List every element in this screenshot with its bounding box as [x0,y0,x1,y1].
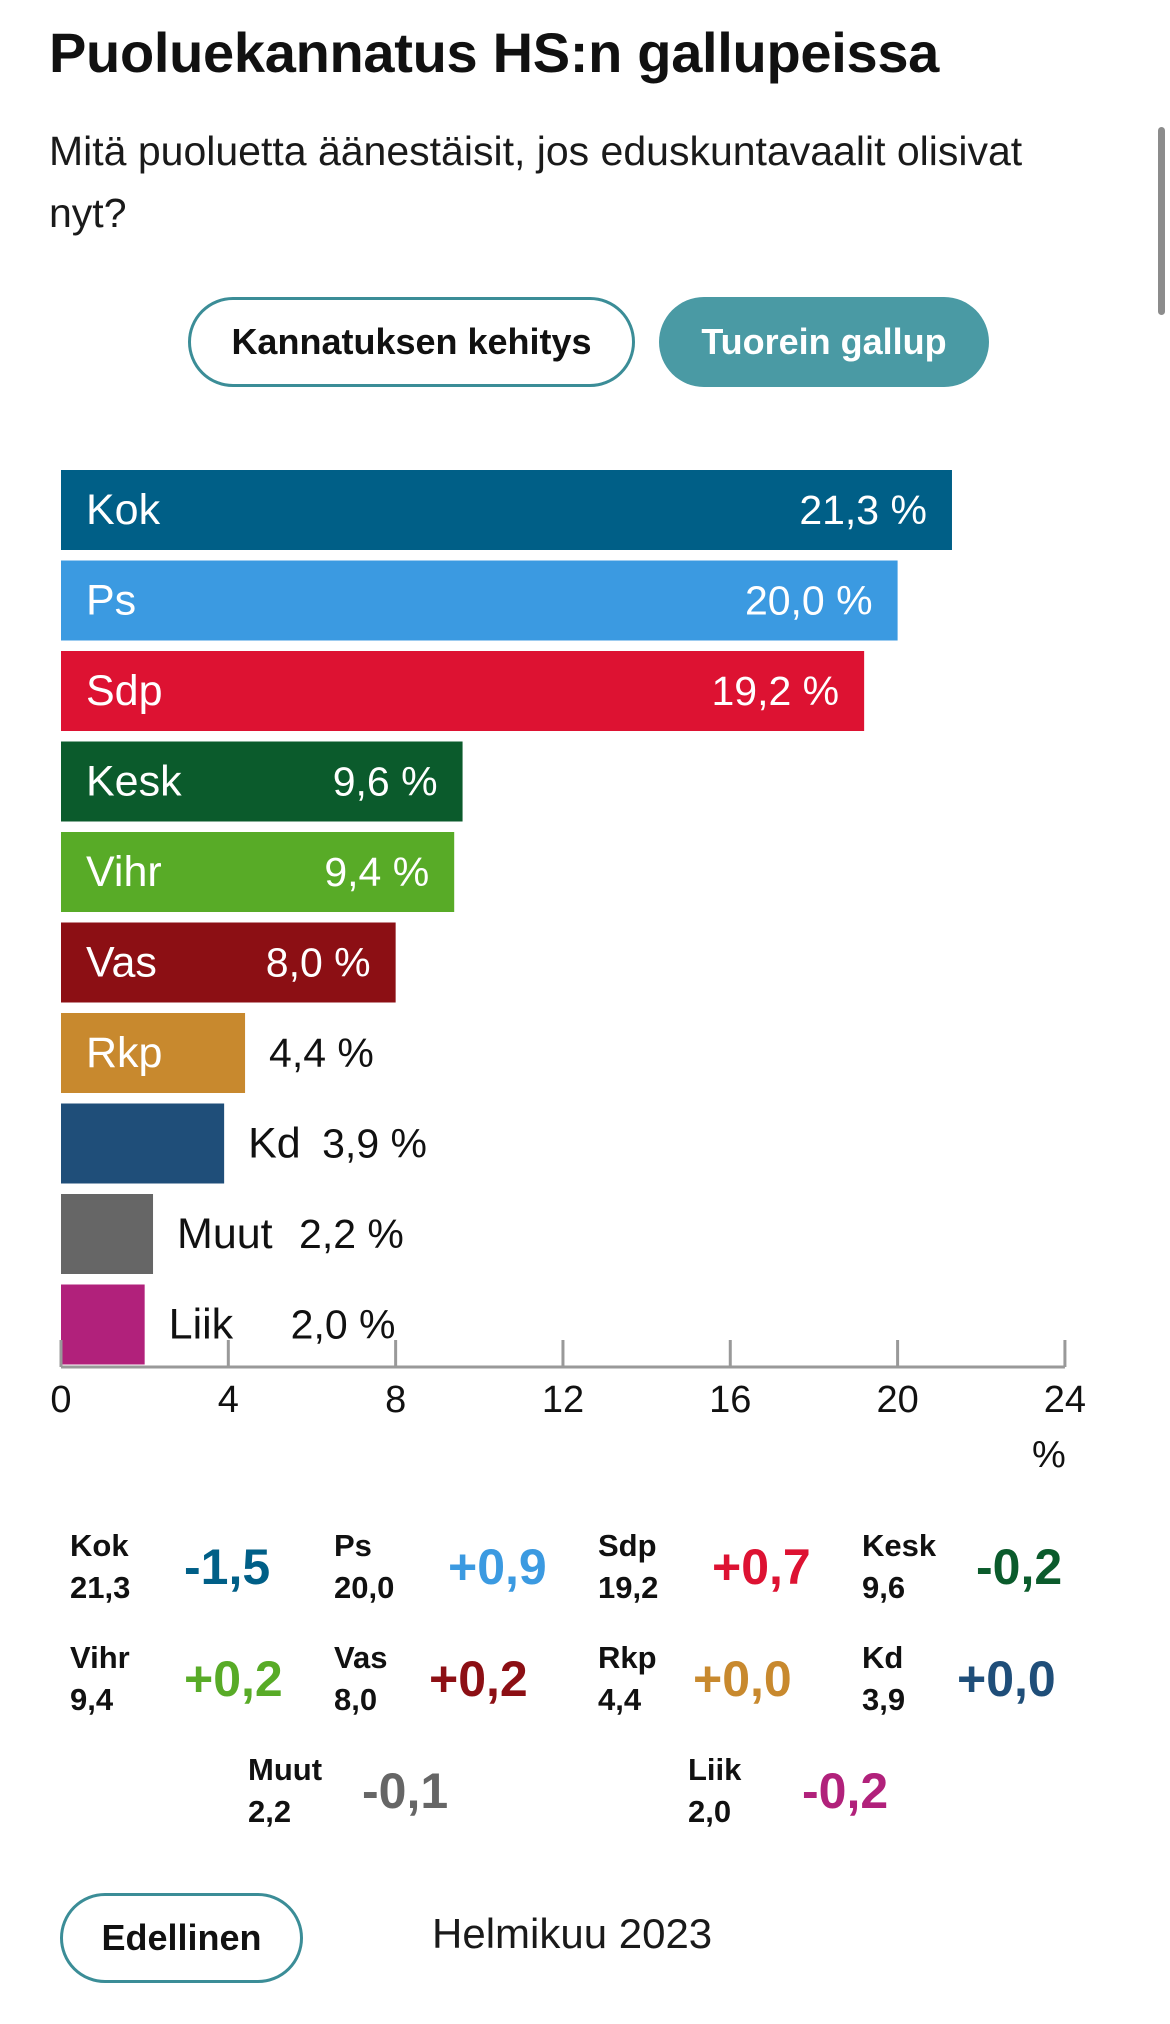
change-delta: +0,7 [712,1539,811,1595]
change-party-name: Sdp [598,1528,657,1563]
change-party-value: 4,4 [598,1682,642,1717]
bar-value-kok: 21,3 % [799,487,927,533]
change-delta: -0,2 [976,1539,1063,1595]
change-party-name: Kok [70,1528,129,1563]
bar-label-vihr: Vihr [86,848,162,896]
x-axis-unit-label: % [1032,1434,1066,1476]
bar-muut [61,1194,154,1274]
x-tick-label: 8 [385,1379,406,1421]
chart-title: Puoluekannatus HS:n gallupeissa [49,21,940,84]
change-party-value: 2,2 [248,1794,292,1829]
bar-label-ps: Ps [86,577,136,625]
poll-period-label: Helmikuu 2023 [432,1910,713,1957]
change-party-name: Rkp [598,1640,657,1675]
change-delta: +0,9 [448,1539,547,1595]
bar-label-rkp: Rkp [86,1029,162,1077]
x-tick-label: 0 [50,1379,71,1421]
change-party-value: 2,0 [688,1794,732,1829]
change-party-name: Kd [862,1640,904,1675]
change-party-value: 21,3 [70,1570,131,1605]
previous-button[interactable]: Edellinen [60,1893,303,1983]
x-tick-label: 16 [709,1379,751,1421]
bar-label-vas: Vas [86,939,157,987]
bar-sdp [61,651,865,731]
change-party-value: 19,2 [598,1570,659,1605]
change-party-name: Liik [688,1752,742,1787]
bar-vas [61,922,396,1003]
bar-value-rkp: 4,4 % [269,1030,374,1076]
bar-value-sdp: 19,2 % [711,668,839,714]
change-delta: -0,1 [362,1763,449,1819]
x-tick-label: 20 [876,1379,918,1421]
bar-label-kd: Kd [248,1120,301,1168]
change-delta: -0,2 [802,1763,889,1819]
bar-rkp [61,1013,246,1093]
bar-ps [61,560,898,641]
change-party-value: 8,0 [334,1682,378,1717]
x-tick-label: 12 [542,1379,584,1421]
bar-value-liik: 2,0 % [291,1302,396,1348]
change-delta: +0,2 [429,1651,528,1707]
change-party-name: Ps [334,1528,372,1563]
bar-value-kd: 3,9 % [322,1121,427,1167]
change-party-value: 20,0 [334,1570,395,1605]
change-delta: -1,5 [184,1539,271,1595]
bar-kesk [61,741,463,822]
bar-label-liik: Liik [169,1301,234,1349]
x-tick-label: 24 [1044,1379,1086,1421]
change-party-name: Vihr [70,1640,130,1675]
change-party-name: Muut [248,1752,323,1787]
bar-value-vas: 8,0 % [266,940,371,986]
change-party-value: 9,6 [862,1570,906,1605]
bar-value-vihr: 9,4 % [324,849,429,895]
scrollbar[interactable] [1158,127,1165,315]
tab-support-development[interactable]: Kannatuksen kehitys [188,297,635,387]
bar-value-muut: 2,2 % [299,1211,404,1257]
bar-label-muut: Muut [177,1210,273,1258]
tab-latest-poll[interactable]: Tuorein gallup [659,297,989,387]
change-delta: +0,2 [184,1651,283,1707]
bar-label-kesk: Kesk [86,758,182,806]
change-party-value: 3,9 [862,1682,906,1717]
change-party-name: Kesk [862,1528,937,1563]
bar-kd [61,1103,225,1184]
change-delta: +0,0 [957,1651,1056,1707]
bar-chart: Kok 21,3 % Ps 20,0 % Sdp 19,2 % Kesk 9,6 % Vihr 9… [50,470,1086,1476]
bar-vihr [61,832,455,912]
bar-value-kesk: 9,6 % [333,759,438,805]
bar-label-kok: Kok [86,486,161,534]
chart-subtitle: Mitä puoluetta äänestäisit, jos eduskunt… [49,128,1023,236]
bar-kok [61,470,952,550]
bar-liik [61,1284,145,1365]
change-party-name: Vas [334,1640,388,1675]
change-party-value: 9,4 [70,1682,114,1717]
bar-label-sdp: Sdp [86,667,163,715]
bar-value-ps: 20,0 % [745,578,873,624]
change-delta: +0,0 [693,1651,792,1707]
x-tick-label: 4 [218,1379,239,1421]
